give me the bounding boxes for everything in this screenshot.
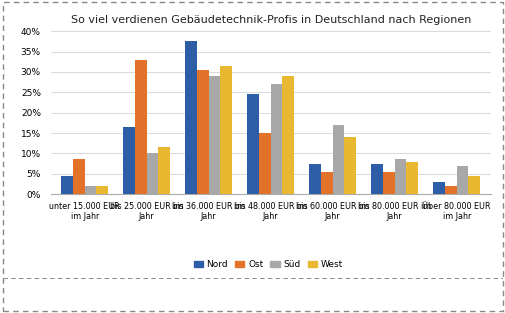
Legend: Nord, Ost, Süd, West: Nord, Ost, Süd, West bbox=[190, 256, 345, 273]
Bar bbox=[220, 66, 232, 194]
Bar bbox=[456, 166, 468, 194]
Bar bbox=[309, 164, 320, 194]
Bar bbox=[146, 153, 158, 194]
Bar bbox=[282, 76, 294, 194]
Bar bbox=[320, 172, 332, 194]
Bar bbox=[270, 84, 282, 194]
Bar bbox=[123, 127, 135, 194]
Text: 6: 6 bbox=[16, 286, 27, 304]
Bar bbox=[196, 70, 208, 194]
Bar bbox=[135, 60, 146, 194]
Bar bbox=[382, 172, 394, 194]
Bar bbox=[73, 160, 84, 194]
Bar bbox=[394, 160, 406, 194]
Bar bbox=[158, 147, 170, 194]
Bar bbox=[259, 133, 270, 194]
Bar bbox=[432, 182, 444, 194]
Bar bbox=[332, 125, 344, 194]
Bar bbox=[344, 137, 356, 194]
Bar bbox=[468, 176, 479, 194]
Title: So viel verdienen Gebäudetechnik-Profis in Deutschland nach Regionen: So viel verdienen Gebäudetechnik-Profis … bbox=[70, 15, 470, 25]
Bar bbox=[84, 186, 96, 194]
Bar bbox=[96, 186, 108, 194]
Bar bbox=[444, 186, 456, 194]
Bar bbox=[406, 162, 418, 194]
Bar bbox=[246, 95, 259, 194]
Bar bbox=[185, 41, 196, 194]
Bar bbox=[371, 164, 382, 194]
Bar bbox=[61, 176, 73, 194]
Bar bbox=[208, 76, 220, 194]
